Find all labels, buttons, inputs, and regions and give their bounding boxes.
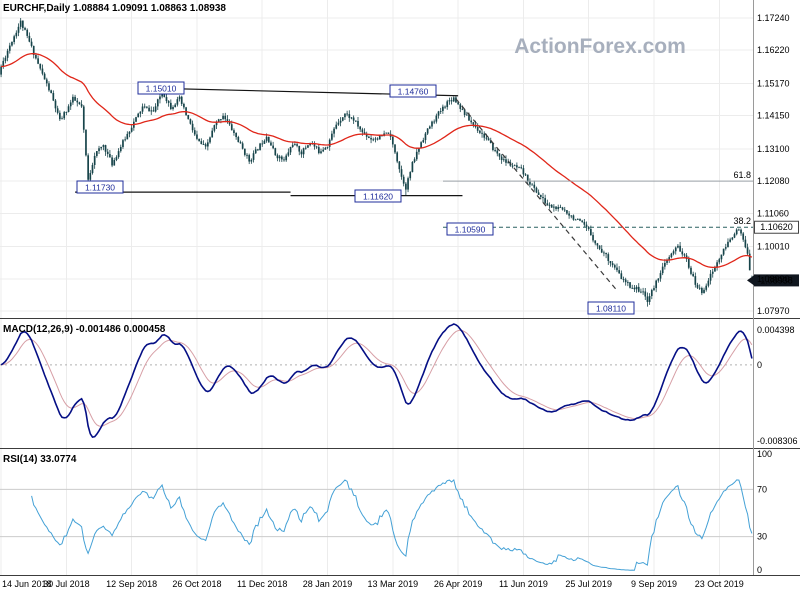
x-axis-label: 9 Sep 2019	[631, 579, 677, 589]
watermark: ActionForex.com	[514, 35, 686, 58]
price-axis-label: 1.13100	[757, 144, 790, 154]
macd-label: MACD(12,26,9) -0.001486 0.000458	[3, 324, 166, 335]
macd-main-line	[0, 323, 753, 439]
annotation-text: 1.11620	[363, 192, 393, 202]
x-axis-label: 26 Oct 2018	[172, 579, 221, 589]
x-axis-label: 25 Jul 2019	[565, 579, 612, 589]
price-annotations: 1.15010 1.14760 1.11730 1.11620 1.10590 1.081…	[76, 81, 799, 315]
annotation-text: 1.14760	[398, 87, 429, 97]
rsi-indicator	[0, 478, 753, 571]
price-axis-label: 1.12080	[757, 176, 790, 186]
last-price-arrow	[747, 275, 754, 286]
price-axis-label: 1.11060	[757, 208, 789, 218]
macd-indicator	[0, 323, 753, 439]
chart-title: EURCHF,Daily 1.08884 1.09091 1.08863 1.0…	[3, 3, 226, 14]
macd-axis-label: -0.008306	[757, 436, 798, 446]
rsi-label: RSI(14) 33.0774	[3, 454, 77, 465]
annotation-text: 1.11730	[85, 183, 115, 193]
annotation-text: 1.08110	[596, 304, 626, 314]
annotation-box	[76, 180, 124, 194]
fib-level-label: 38.2	[733, 216, 751, 226]
last-price-badge	[754, 274, 799, 287]
last-price-text: 1.08938	[760, 275, 793, 285]
moving-average-line	[1, 52, 753, 269]
x-axis-label: 14 Jun 2018	[2, 579, 52, 589]
x-axis-label: 11 Jun 2019	[499, 579, 548, 589]
annotation-text: 1.10590	[455, 225, 486, 235]
price-axis-label: 1.17240	[757, 13, 790, 23]
macd-axis-label: 0.004398	[757, 325, 795, 335]
rsi-axis-label: 30	[757, 532, 767, 542]
macd-axis-label: 0	[757, 360, 762, 370]
x-axis-label: 28 Jan 2019	[303, 579, 353, 589]
annotation-box	[354, 189, 402, 203]
rsi-axis-label: 100	[757, 449, 772, 459]
x-axis-label: 23 Oct 2019	[695, 579, 744, 589]
macd-signal-line	[1, 329, 753, 427]
trendlines-and-levels: 61.8 38.2	[75, 87, 753, 291]
price-axis-label: 1.16220	[757, 45, 790, 55]
rsi-axis-label: 70	[757, 484, 767, 494]
annotation-text: 1.15010	[146, 84, 177, 94]
annotation-box	[587, 301, 635, 315]
x-axis-label: 13 Mar 2019	[368, 579, 419, 589]
price-axis-label: 1.10010	[757, 242, 790, 252]
fib-level-label: 61.8	[733, 170, 751, 180]
candlestick-series	[0, 18, 753, 307]
boxed-axis-level-text: 1.10620	[760, 222, 793, 232]
price-axis-label: 1.07970	[757, 306, 790, 316]
annotation-box	[389, 84, 437, 98]
price-axis-label: 1.14150	[757, 111, 790, 121]
rsi-line	[31, 478, 753, 571]
boxed-axis-level	[754, 220, 799, 234]
price-axis-label: 1.08990	[757, 274, 790, 284]
x-axis-label: 12 Sep 2018	[106, 579, 157, 589]
x-axis-label: 11 Dec 2018	[237, 579, 287, 589]
annotation-box	[137, 81, 185, 95]
x-axis-label: 30 Jul 2018	[43, 579, 90, 589]
price-axis-label: 1.15170	[757, 78, 790, 88]
x-axis-label: 26 Apr 2019	[434, 579, 483, 589]
rsi-axis-label: 0	[757, 565, 762, 575]
annotation-box	[446, 222, 494, 236]
